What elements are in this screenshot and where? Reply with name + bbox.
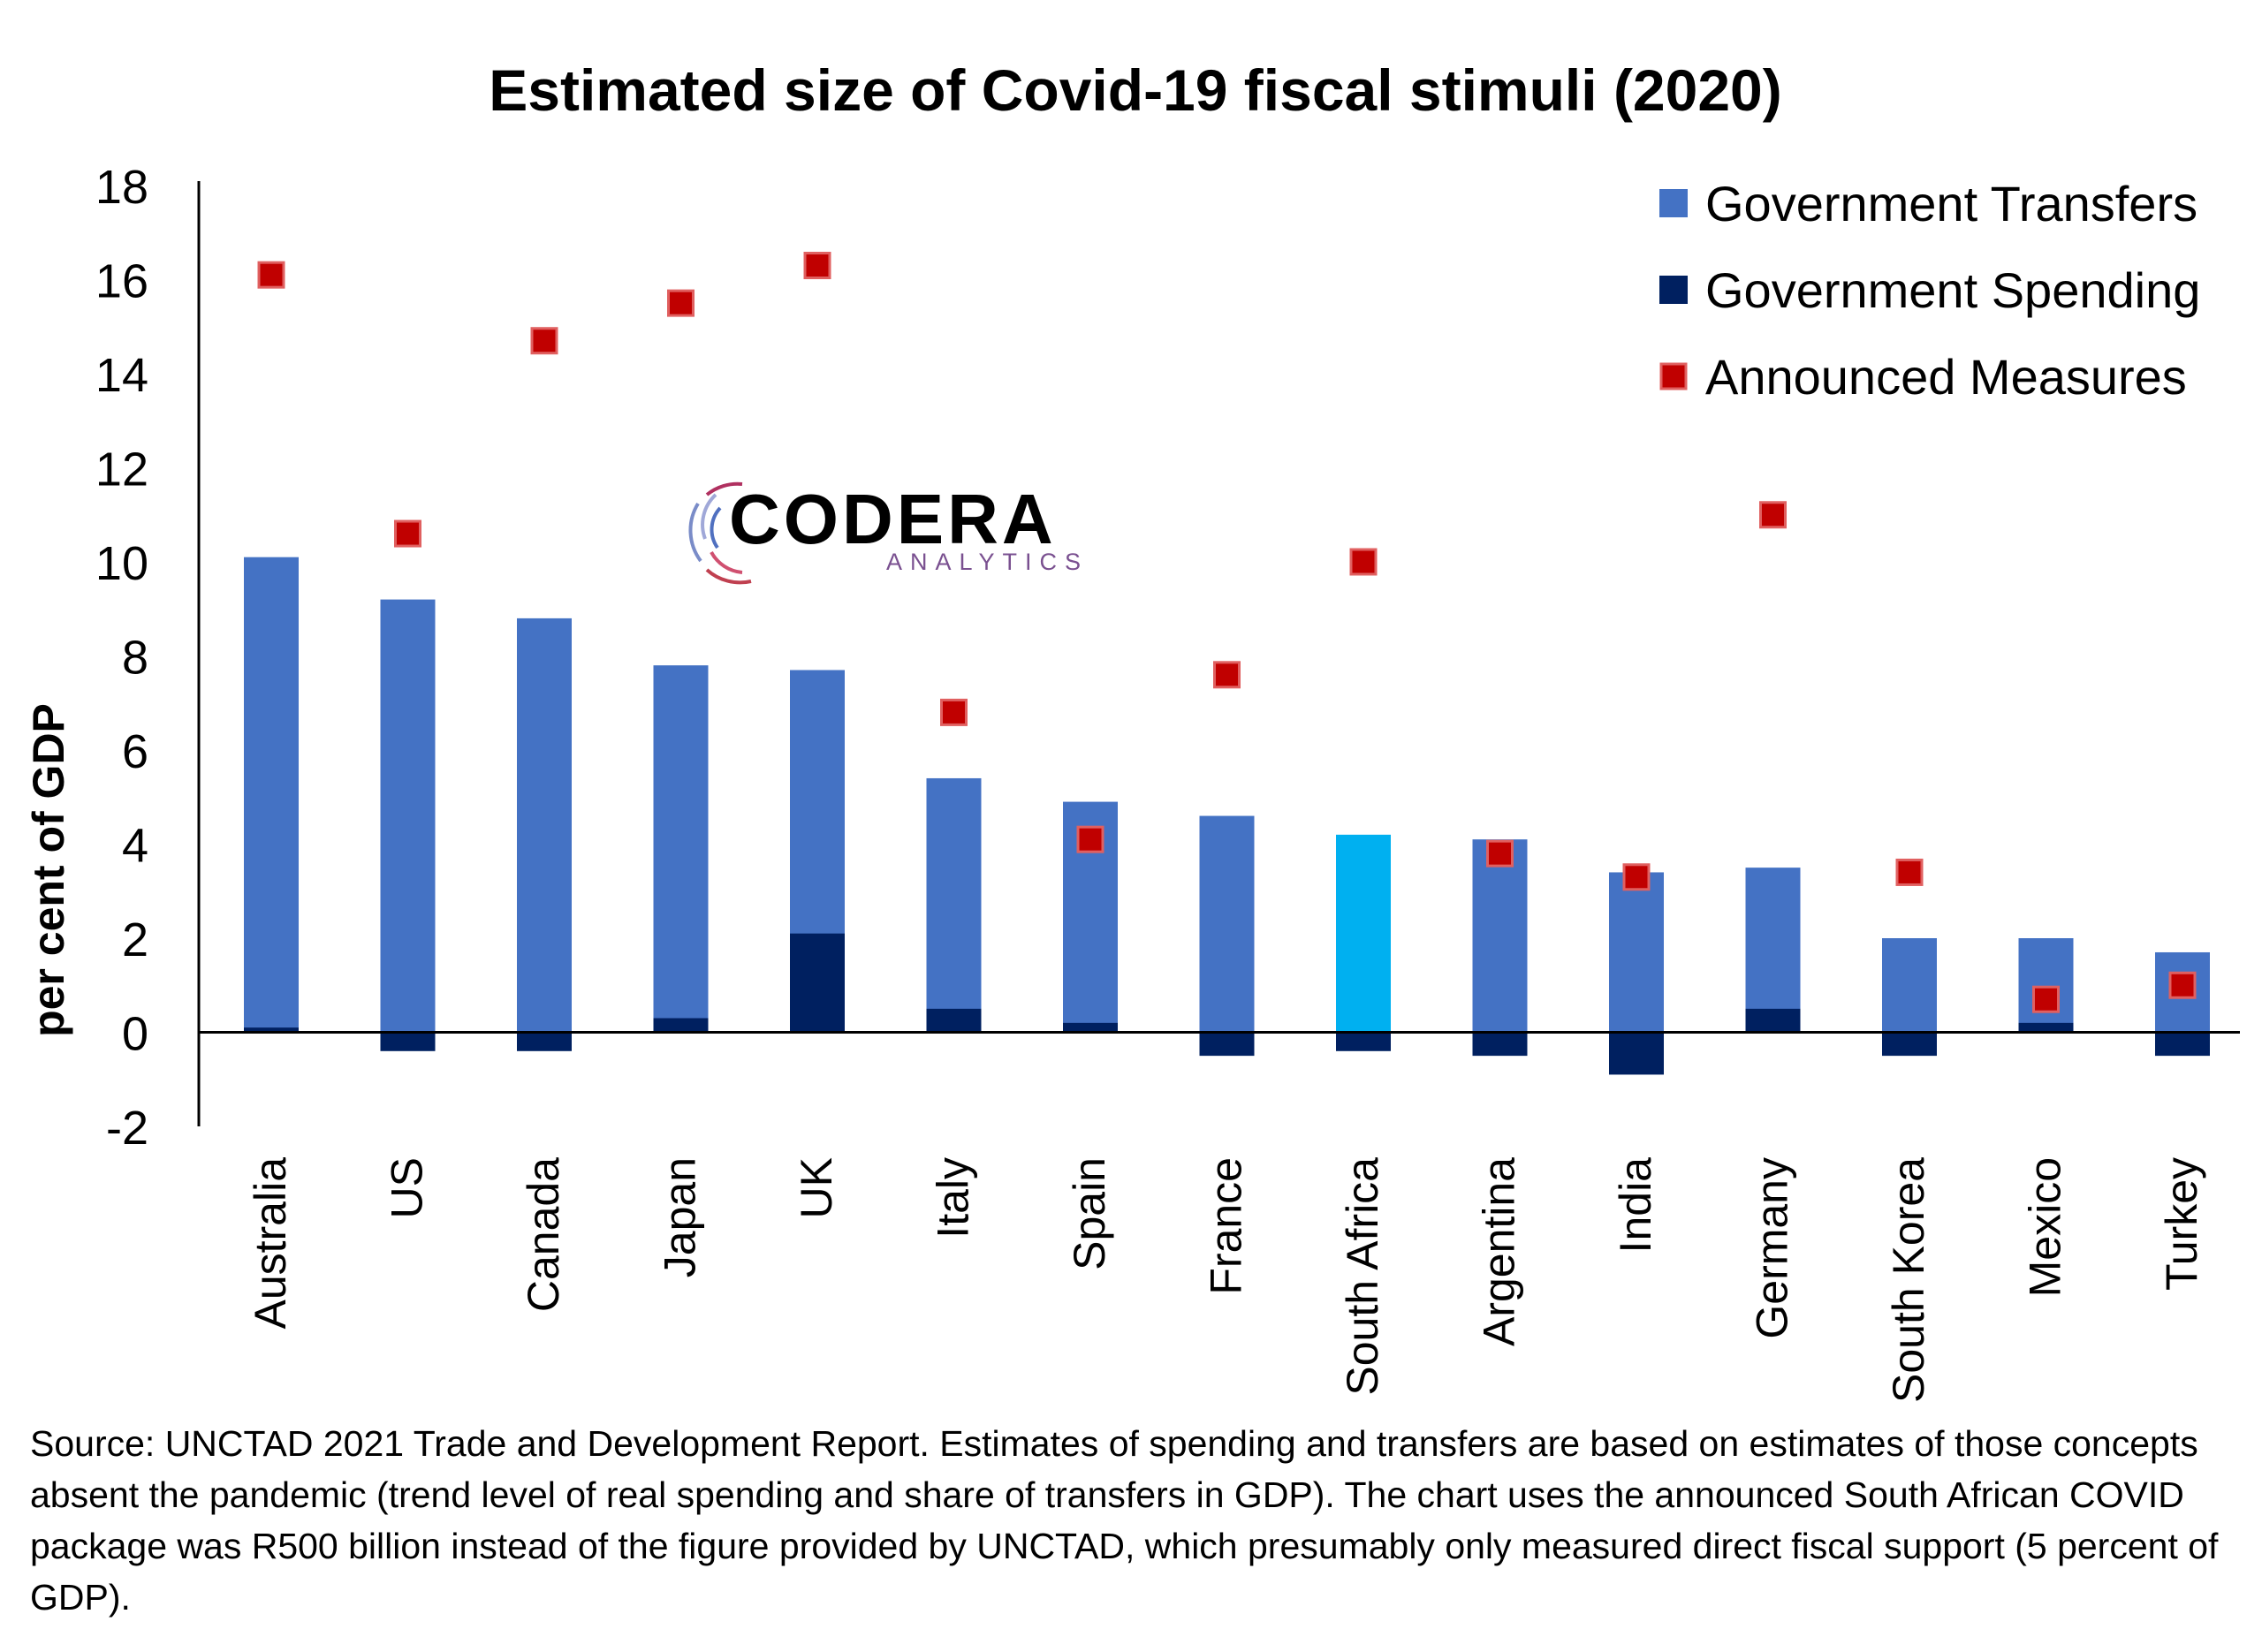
spending-bar <box>2018 1022 2074 1033</box>
x-tick-label: Canada <box>519 1157 568 1312</box>
spending-bar <box>1199 1032 1255 1057</box>
x-tick-label: Mexico <box>2021 1157 2070 1297</box>
legend-label: Government Transfers <box>1705 176 2197 231</box>
spending-bars <box>244 933 2210 1075</box>
x-tick-label: France <box>1202 1157 1251 1295</box>
y-tick-label: 18 <box>95 161 148 214</box>
announced-marker <box>940 698 968 726</box>
codera-logo: CODERA ANALYTICS <box>688 480 1089 585</box>
announced-marker <box>530 327 558 355</box>
x-tick-label: South Korea <box>1884 1157 1933 1403</box>
spending-bar <box>1472 1032 1528 1057</box>
spending-bar <box>517 1032 572 1051</box>
y-tick-label: 14 <box>95 349 148 402</box>
legend-label: Announced Measures <box>1705 349 2187 405</box>
transfers-bars <box>244 557 2210 1033</box>
logo-tagline: ANALYTICS <box>886 549 1089 575</box>
announced-marker <box>1213 661 1241 689</box>
legend-label: Government Spending <box>1705 262 2200 318</box>
logo-wordmark: CODERA <box>729 480 1057 558</box>
legend-marker-swatch <box>1659 362 1688 390</box>
y-tick-label: 12 <box>95 443 148 496</box>
x-tick-label: UK <box>792 1157 841 1218</box>
announced-marker <box>394 519 421 548</box>
y-tick-label: 16 <box>95 255 148 308</box>
x-tick-label: India <box>1611 1157 1660 1254</box>
transfers-bar <box>244 557 299 1033</box>
spending-bar <box>1063 1022 1118 1033</box>
x-tick-label: Turkey <box>2157 1157 2206 1291</box>
x-tick-label: Japan <box>656 1157 705 1277</box>
announced-marker <box>667 289 695 317</box>
announced-marker <box>1759 501 1787 529</box>
transfers-bar <box>1336 834 1391 1033</box>
spending-bar <box>926 1008 982 1033</box>
logo-ring-icon <box>688 481 752 585</box>
x-tick-label: Australia <box>246 1157 295 1330</box>
announced-marker <box>2032 985 2060 1013</box>
x-tick-label: Spain <box>1065 1157 1114 1270</box>
announced-marker <box>2168 971 2197 999</box>
y-tick-label: 10 <box>95 537 148 590</box>
spending-bar <box>1745 1008 1801 1033</box>
announced-marker <box>1622 863 1651 891</box>
legend: Government Transfers Government Spending A… <box>1659 176 2200 405</box>
transfers-bar <box>1472 839 1528 1033</box>
announced-marker <box>1486 839 1514 868</box>
y-tick-label: -2 <box>106 1102 148 1155</box>
announced-marker <box>257 261 285 289</box>
spending-bar <box>1336 1032 1391 1051</box>
transfers-bar <box>926 777 982 1033</box>
x-tick-label: Argentina <box>1475 1157 1524 1346</box>
y-tick-label: 4 <box>122 820 148 873</box>
x-tick-label: South Africa <box>1338 1157 1387 1396</box>
announced-marker <box>803 252 831 280</box>
source-note: Source: UNCTAD 2021 Trade and Developmen… <box>30 1423 2219 1618</box>
announced-marker <box>1895 858 1924 886</box>
transfers-bar <box>2018 938 2074 1033</box>
spending-bar <box>1609 1032 1664 1075</box>
transfers-bar <box>1745 868 1801 1033</box>
y-tick-label: 8 <box>122 632 148 685</box>
spending-bar <box>653 1018 709 1033</box>
y-tick-label: 6 <box>122 725 148 778</box>
transfers-bar <box>653 665 709 1033</box>
x-tick-label: US <box>383 1157 432 1218</box>
transfers-bar <box>380 599 436 1033</box>
spending-bar <box>1882 1032 1937 1057</box>
announced-marker <box>1076 825 1104 853</box>
y-tick-label: 2 <box>122 913 148 966</box>
chart-title: Estimated size of Covid-19 fiscal stimul… <box>489 57 1781 123</box>
announced-markers <box>257 252 2197 1013</box>
spending-bar <box>2155 1032 2210 1057</box>
transfers-bar <box>517 618 572 1033</box>
y-axis-label: per cent of GDP <box>24 703 73 1037</box>
transfers-bar <box>1882 938 1937 1033</box>
legend-bar-swatch <box>1659 189 1688 217</box>
spending-bar <box>380 1032 436 1051</box>
transfers-bar <box>1199 815 1255 1033</box>
x-tick-label: Germany <box>1748 1157 1797 1339</box>
spending-bar <box>244 1027 299 1033</box>
y-axis-ticks: -2 0 2 4 6 8 10 12 14 16 18 <box>95 161 148 1155</box>
spending-bar <box>790 933 845 1033</box>
x-tick-label: Italy <box>929 1157 978 1239</box>
legend-bar-swatch <box>1659 276 1688 304</box>
transfers-bar <box>1609 872 1664 1033</box>
announced-marker <box>1349 548 1378 576</box>
x-axis-category-labels: Australia US Canada Japan UK Italy Spain France… <box>246 1157 2206 1403</box>
y-tick-label: 0 <box>122 1008 148 1061</box>
